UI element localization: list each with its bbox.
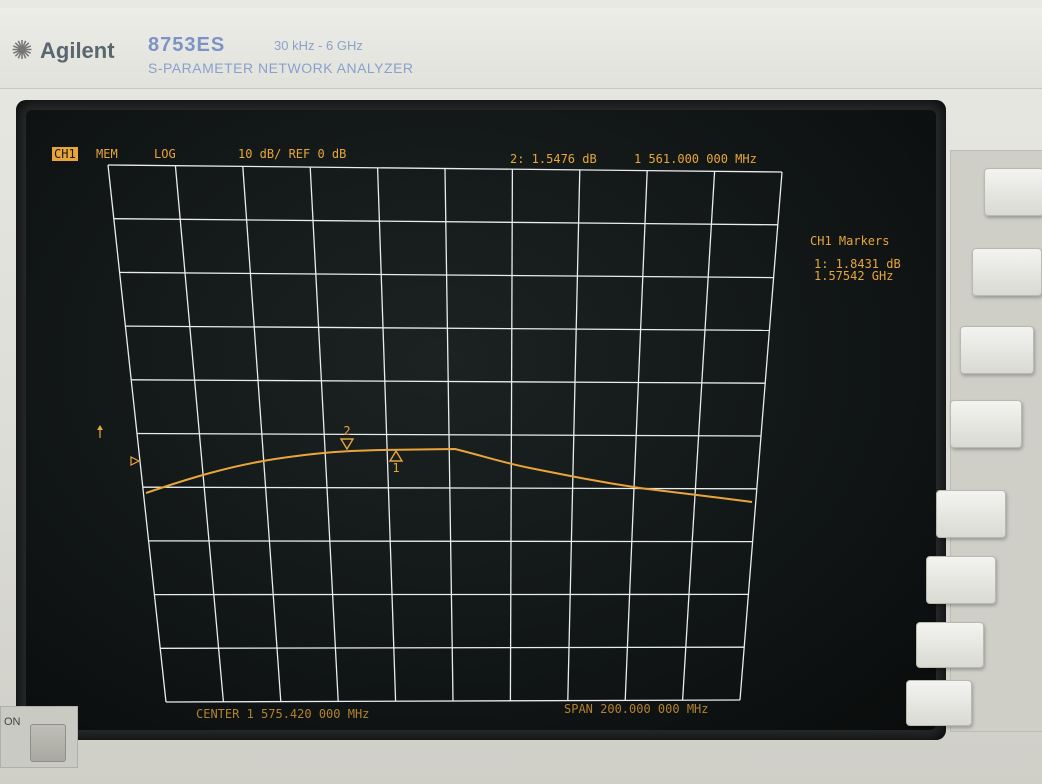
graticule [107,164,783,703]
s21-trace [145,447,753,503]
softkey-1-button[interactable] [984,168,1042,216]
grid-horizontal-line [165,699,741,703]
marker-2-icon [339,438,355,451]
marker-1-icon [388,449,404,462]
power-label: ON [4,716,21,728]
mode-label: MEM [96,147,118,161]
format-label: LOG [154,147,176,161]
softkey-7-button[interactable] [916,622,984,668]
marker1-frequency: 1.57542 GHz [814,269,894,283]
span-frequency: SPAN 200.000 000 MHz [564,702,709,716]
analyzer-screen [26,110,936,730]
brand-logo-text: Agilent [40,38,115,63]
reference-arrow-icon [130,456,141,466]
frequency-range: 30 kHz - 6 GHz [274,38,363,53]
channel-badge: CH1 [52,147,78,161]
softkey-2-button[interactable] [972,248,1042,296]
grid-horizontal-line [160,646,745,649]
softkey-5-button[interactable] [936,490,1006,538]
grid-vertical-line [509,169,514,701]
center-frequency: CENTER 1 575.420 000 MHz [196,707,370,721]
grid-vertical-line [567,169,581,701]
scale-label: 10 dB/ REF 0 dB [238,147,347,161]
softkey-4-button[interactable] [950,400,1022,448]
active-marker-readout: 2: 1.5476 dB [510,152,597,166]
marker-1-label: 1 [392,461,399,475]
grid-horizontal-line [136,432,762,437]
softkey-6-button[interactable] [926,556,996,604]
grid-vertical-line [739,171,783,701]
grid-horizontal-line [148,540,753,543]
grid-vertical-line [681,171,716,701]
scale-arrow-icon [97,425,103,438]
marker-panel-title: CH1 Markers [810,234,890,248]
active-marker-frequency: 1 561.000 000 MHz [634,152,757,166]
marker-2-label: 2 [343,424,350,438]
power-button[interactable] [30,724,66,762]
softkey-3-button[interactable] [960,326,1034,374]
channel-indicator: CH1 [52,147,78,161]
brand-strip: ✺ Agilent 8753ES 30 kHz - 6 GHz S-PARAME… [0,8,1042,89]
model-number: 8753ES [148,34,226,56]
instrument-subtitle: S-PARAMETER NETWORK ANALYZER [148,60,414,76]
grid-horizontal-line [142,486,757,490]
marker1-value: 1: 1.8431 dB [814,257,901,271]
softkey-8-button[interactable] [906,680,972,726]
agilent-logo-icon: ✺ [11,35,33,65]
grid-vertical-line [624,170,648,701]
